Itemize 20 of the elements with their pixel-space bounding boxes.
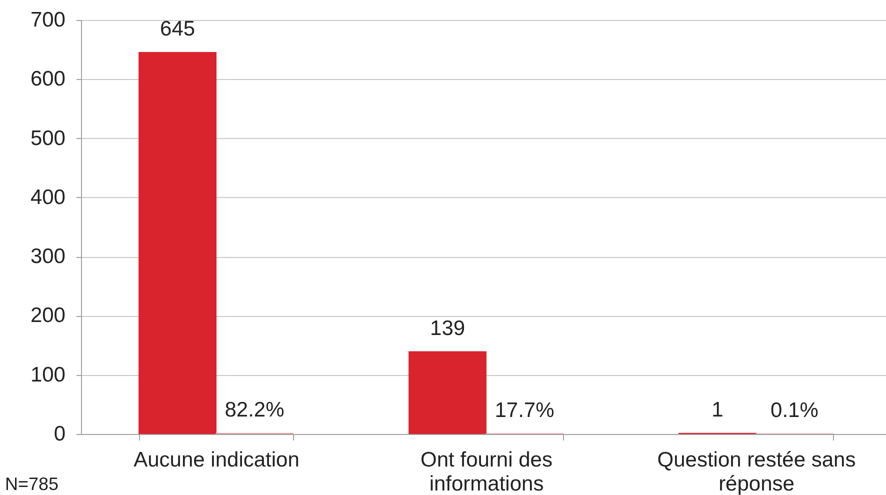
data-label: 17.7% <box>494 398 554 422</box>
data-label: 82.2% <box>224 398 284 422</box>
y-tick-label: 300 <box>30 245 66 268</box>
x-tick-label: Aucune indication <box>134 448 300 472</box>
bar <box>408 351 486 434</box>
y-tick-label: 600 <box>30 68 66 91</box>
data-label: 0.1% <box>770 399 818 422</box>
y-tick-label: 500 <box>30 126 66 150</box>
y-tick-label: 200 <box>30 304 66 328</box>
y-tick-label: 100 <box>30 363 66 386</box>
y-tick-label: 0 <box>54 422 66 446</box>
x-tick-label: Ont fourni des informations <box>420 448 552 495</box>
data-label: 645 <box>160 18 196 41</box>
x-tick-label: Question restée sans réponse <box>657 448 856 495</box>
y-tick-label: 400 <box>30 186 66 209</box>
data-label: 1 <box>712 398 724 422</box>
bar <box>138 52 216 434</box>
y-tick-label: 700 <box>30 8 66 32</box>
text: N=785 <box>5 474 59 494</box>
data-label: 139 <box>430 316 466 340</box>
